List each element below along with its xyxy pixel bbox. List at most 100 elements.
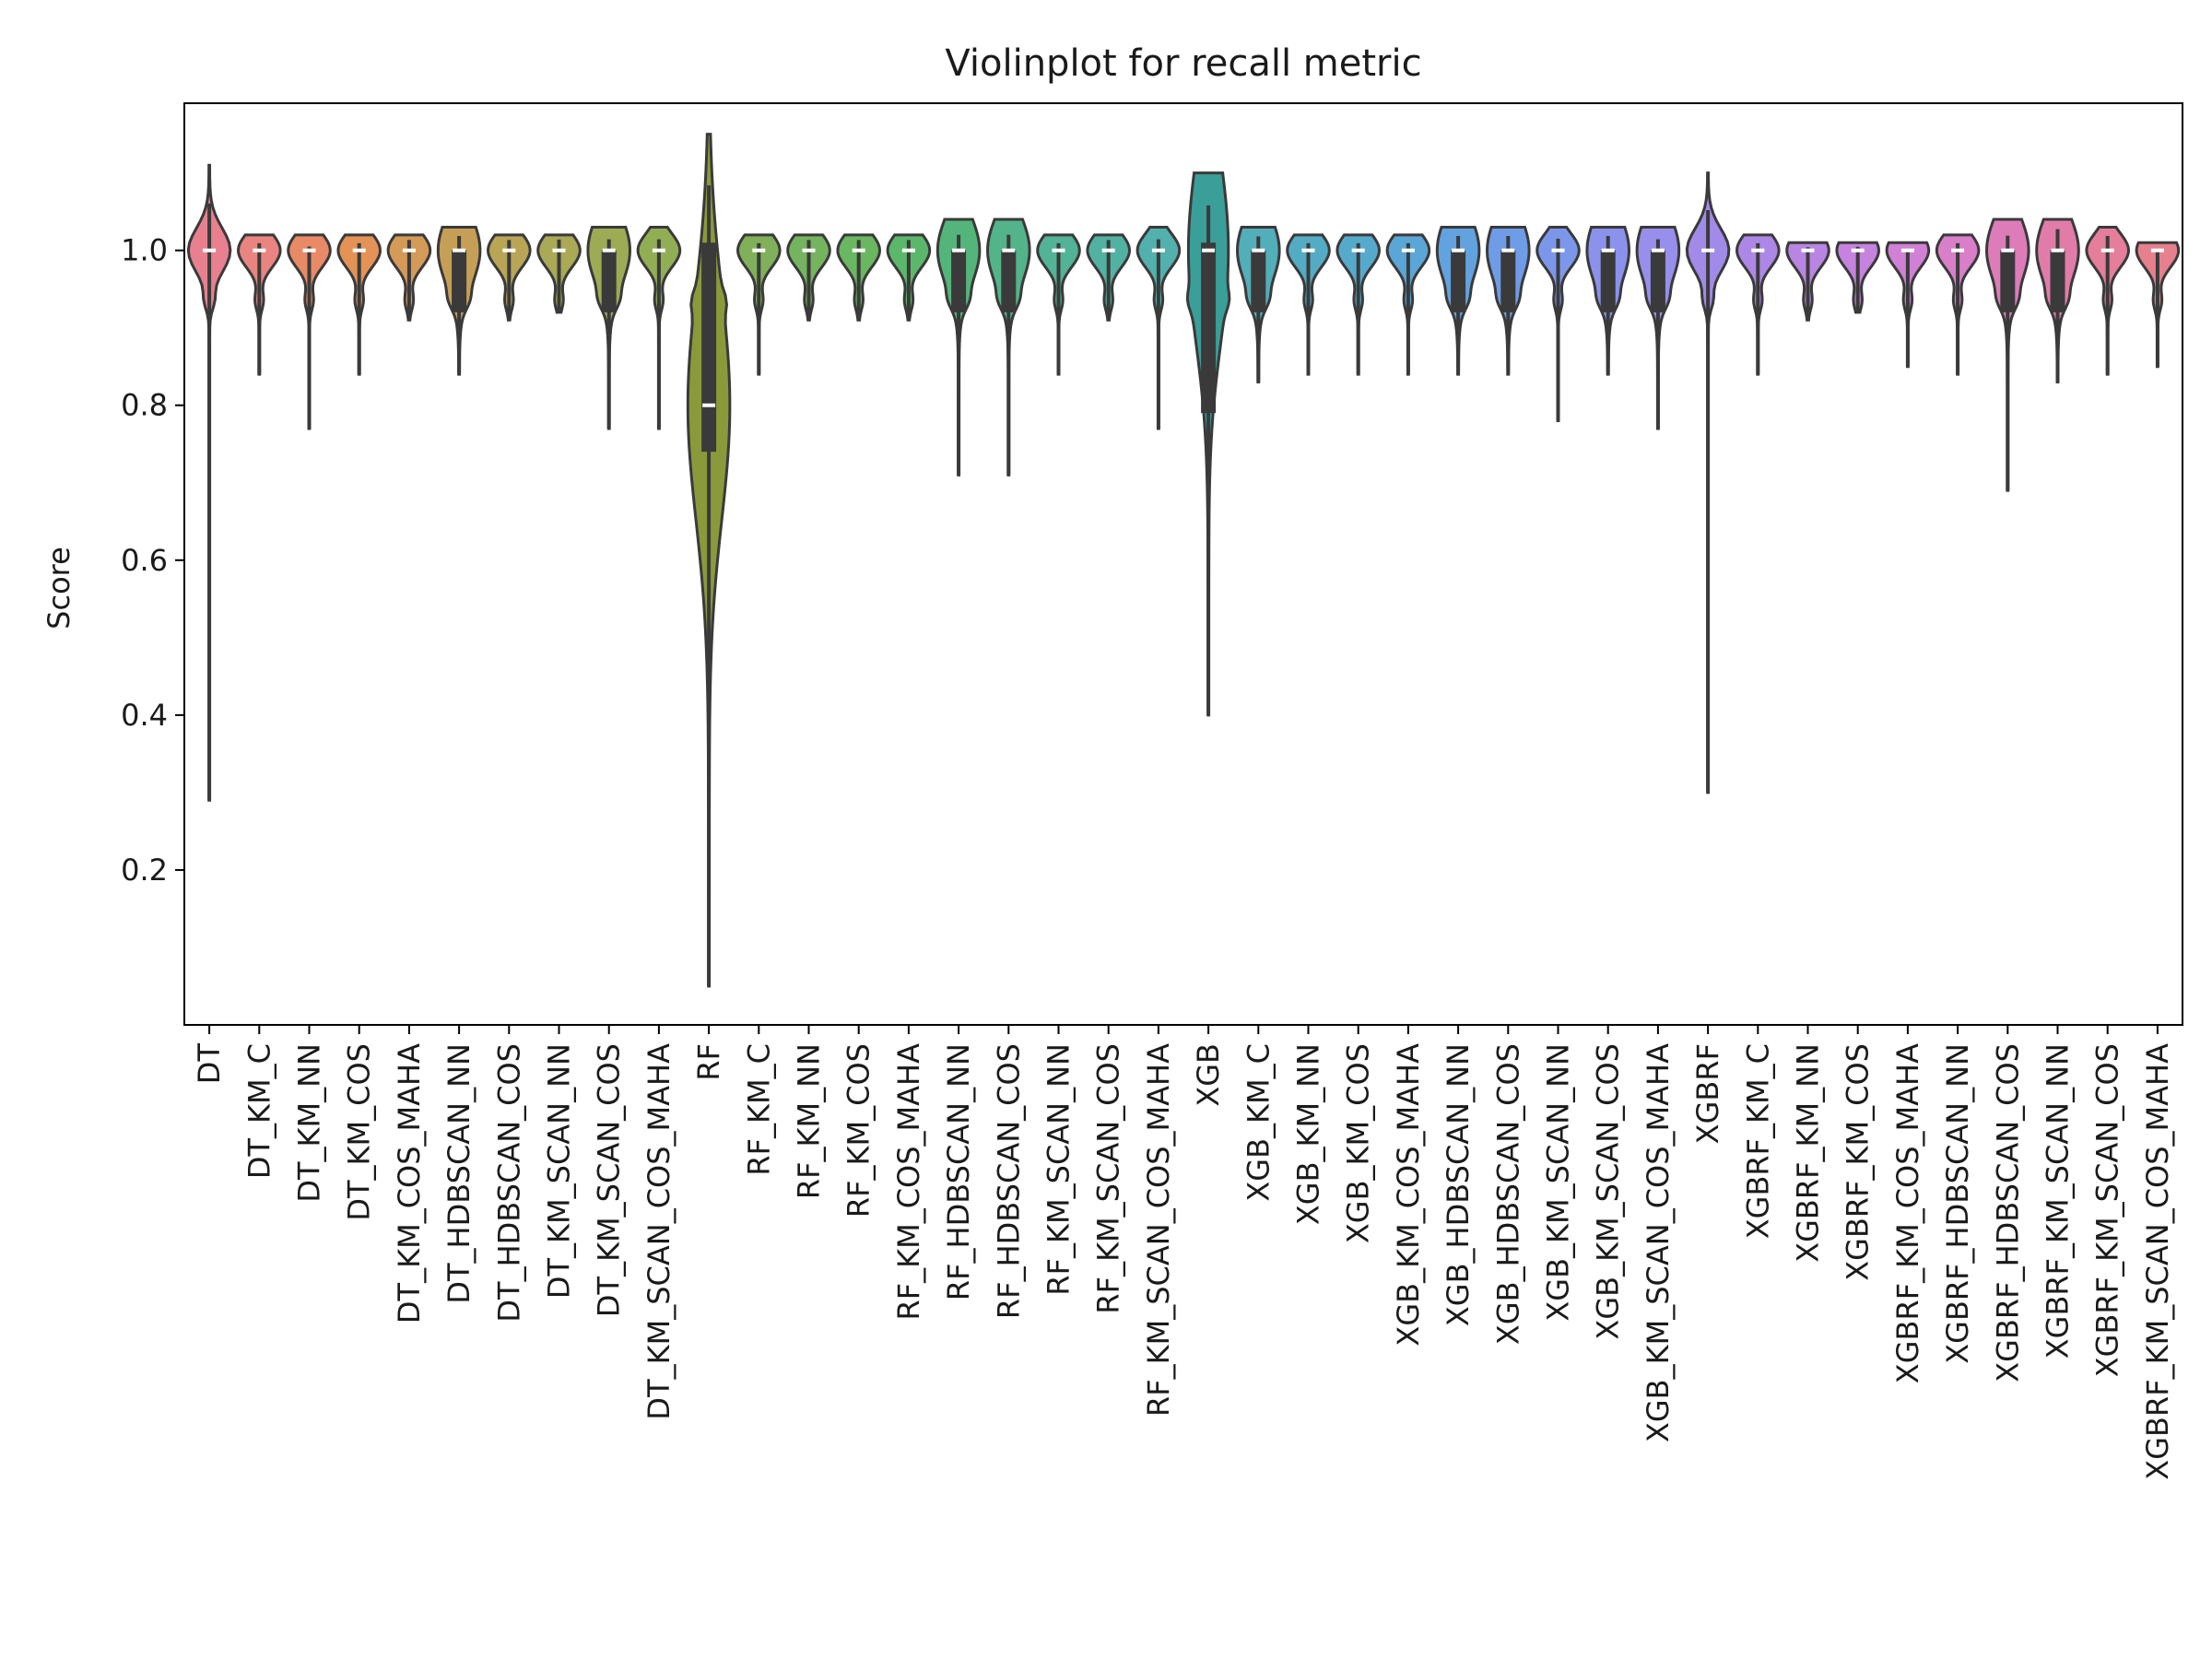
violin-xgb [1185, 171, 1231, 717]
violin-rf [686, 133, 732, 988]
y-tick-label: 0.6 [121, 543, 168, 578]
chart-title: Violinplot for recall metric [945, 42, 1421, 85]
violin-xgb-km-cos-maha [1385, 233, 1431, 376]
x-tick-label: XGBRF_KM_SCAN_COS [2090, 1043, 2125, 1377]
plot-frame [183, 102, 2183, 1026]
violin-xgb-hdbscan-cos [1486, 225, 1531, 376]
violin-xgb-km-scan-nn [1535, 225, 1581, 423]
violin-xgbrf-km-cos [1835, 241, 1880, 314]
violin-rf-km-scan-cos-maha [1135, 225, 1182, 430]
x-tick-label: XGB_KM_C [1241, 1043, 1276, 1202]
x-tick-label: RF_HDBSCAN_NN [941, 1043, 976, 1300]
violin-xgbrf-hdbscan-cos [1985, 218, 2030, 492]
violin-iqr-box [601, 250, 617, 312]
violin-iqr-box [1201, 242, 1217, 414]
x-tick-label: XGBRF_HDBSCAN_COS [1990, 1043, 2025, 1382]
violin-iqr-box [1451, 250, 1466, 312]
violin-xgbrf-km-scan-nn [2035, 218, 2080, 384]
x-tick-label: XGB_KM_SCAN_COS_MAHA [1641, 1043, 1676, 1442]
violin-xgb-km-scan-cos [1585, 225, 1630, 376]
x-tick-label: XGBRF_KM_COS_MAHA [1890, 1043, 1925, 1383]
violin-rf-hdbscan-nn [935, 218, 982, 477]
x-tick-label: RF_HDBSCAN_COS [991, 1043, 1026, 1319]
violin-iqr-box [2050, 250, 2065, 312]
x-tick-label: XGB_KM_SCAN_NN [1541, 1043, 1576, 1322]
violin-xgbrf-km-scan-cos [2085, 225, 2130, 376]
violin-xgb-km-cos [1335, 233, 1381, 376]
violin-rf-km-scan-cos [1086, 233, 1131, 322]
x-tick-label: DT_HDBSCAN_NN [441, 1043, 477, 1304]
x-tick-label: DT_KM_SCAN_COS [592, 1043, 627, 1317]
x-tick-label: DT [192, 1043, 227, 1085]
y-axis-label: Score [41, 547, 76, 629]
x-tick-label: XGB_KM_COS [1341, 1043, 1376, 1243]
violin-xgb-km-nn [1286, 233, 1331, 376]
x-tick-label: XGBRF_HDBSCAN_NN [1940, 1043, 1975, 1364]
x-tick-label: DT_KM_NN [292, 1043, 327, 1203]
x-tick-label: XGBRF_KM_COS [1841, 1043, 1876, 1281]
x-tick-label: XGB_KM_SCAN_COS [1591, 1043, 1626, 1340]
violins-layer [186, 133, 2181, 988]
violin-rf-hdbscan-cos [986, 218, 1031, 477]
violin-rf-km-c [736, 233, 782, 376]
violin-dt-km-cos-maha [386, 233, 432, 322]
x-tick-label: DT_HDBSCAN_COS [491, 1043, 526, 1323]
x-tick-label: DT_KM_COS [342, 1043, 377, 1221]
x-tick-label: RF_KM_COS_MAHA [891, 1043, 926, 1321]
x-tick-label: RF_KM_SCAN_NN [1041, 1043, 1077, 1296]
x-tick-label: DT_KM_COS_MAHA [392, 1043, 427, 1324]
x-tick-label: XGB_KM_NN [1291, 1043, 1326, 1225]
violin-dt-hdbscan-cos [487, 233, 532, 322]
violin-rf-km-nn [786, 233, 831, 322]
x-axis-ticks: DT DT_KM_C DT_KM_NN DT_KM_COS DT_KM_COS_MAHA… [192, 1025, 2175, 1480]
violin-iqr-box [951, 250, 967, 312]
violin-dt-km-c [237, 233, 282, 376]
x-tick-label: XGBRF [1690, 1043, 1725, 1144]
x-tick-label: XGBRF_KM_SCAN_NN [2041, 1043, 2076, 1359]
violin-rf-km-scan-nn [1036, 233, 1081, 376]
y-tick-label: 1.0 [121, 233, 168, 268]
x-tick-label: RF [691, 1043, 726, 1081]
x-tick-label: RF_KM_C [741, 1043, 776, 1176]
violin-xgb-km-c [1236, 225, 1281, 384]
x-tick-label: RF_KM_COS [841, 1043, 877, 1218]
violin-iqr-box [701, 242, 717, 453]
violin-dt-km-cos [336, 233, 382, 376]
violin-xgbrf-km-scan-cos-maha [2135, 241, 2181, 369]
violin-dt-km-scan-cos [586, 225, 631, 430]
violin-rf-km-cos [836, 233, 881, 322]
violin-iqr-box [1600, 250, 1616, 312]
x-tick-label: XGB [1191, 1043, 1226, 1107]
violin-iqr-box [2000, 250, 2016, 312]
violin-rf-km-cos-maha [886, 233, 932, 322]
x-tick-label: RF_KM_SCAN_COS_MAHA [1141, 1043, 1176, 1417]
x-tick-label: DT_KM_SCAN_COS_MAHA [641, 1043, 677, 1420]
violin-iqr-box [1251, 250, 1266, 312]
x-tick-label: XGB_KM_COS_MAHA [1391, 1043, 1426, 1347]
y-tick-label: 0.2 [121, 853, 168, 888]
violin-xgbrf-km-c [1735, 233, 1781, 376]
violin-iqr-box [452, 250, 467, 312]
violin-dt-km-scan-cos-maha [636, 225, 682, 430]
y-tick-label: 0.4 [121, 698, 168, 733]
violin-xgb-hdbscan-nn [1435, 225, 1481, 376]
violin-xgbrf [1685, 171, 1731, 794]
y-axis-ticks: 0.2 0.4 0.6 0.8 1.0 [121, 233, 184, 888]
x-tick-label: XGB_HDBSCAN_COS [1490, 1043, 1525, 1345]
violin-iqr-box [1500, 250, 1516, 312]
violin-iqr-box [1001, 250, 1017, 312]
x-tick-label: XGBRF_KM_NN [1791, 1043, 1826, 1263]
violin-xgbrf-km-cos-maha [1885, 241, 1931, 369]
violin-iqr-box [1650, 250, 1665, 312]
x-tick-label: XGBRF_KM_C [1740, 1043, 1775, 1239]
x-tick-label: XGBRF_KM_SCAN_COS_MAHA [2140, 1043, 2175, 1480]
violin-dt-km-scan-nn [536, 233, 582, 314]
x-tick-label: XGB_HDBSCAN_NN [1441, 1043, 1476, 1326]
x-tick-label: RF_KM_NN [792, 1043, 827, 1199]
x-tick-label: DT_KM_C [241, 1043, 276, 1179]
violin-dt [186, 163, 232, 802]
x-tick-label: DT_KM_SCAN_NN [542, 1043, 577, 1299]
violin-xgbrf-km-nn [1785, 241, 1830, 322]
violin-xgb-km-scan-cos-maha [1635, 225, 1681, 430]
